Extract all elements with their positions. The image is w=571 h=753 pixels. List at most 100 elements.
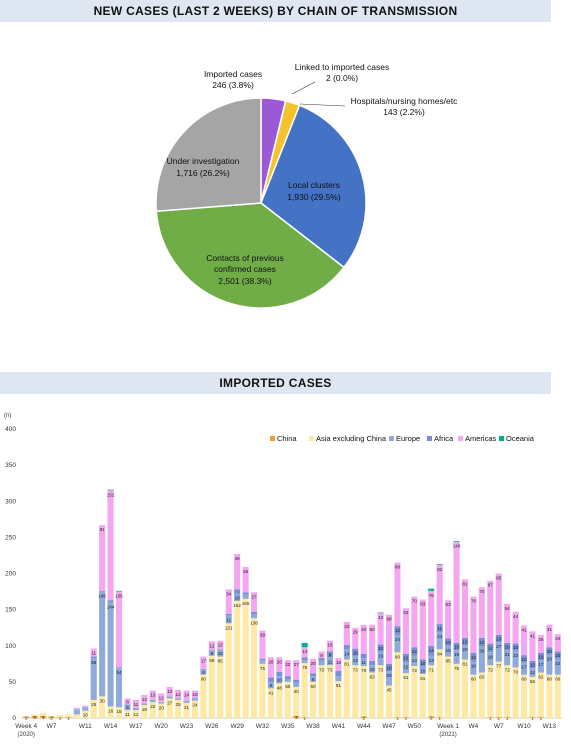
- bar-segment: [217, 640, 224, 650]
- bar-value-label: 53: [446, 602, 452, 607]
- bar-value-label: 13: [167, 689, 173, 694]
- bar-value-label: 51: [336, 683, 342, 688]
- bar-segment: [504, 717, 511, 718]
- bar-value-label: 10: [454, 644, 460, 649]
- bar-segment: [428, 590, 435, 646]
- pie-label-name: Local clusters: [288, 180, 340, 190]
- bar-value-label: 8: [126, 705, 129, 710]
- bar-segment: [402, 608, 409, 654]
- bar-segment: [428, 665, 435, 717]
- bar-value-label: 2: [430, 715, 433, 720]
- bar-segment: [56, 715, 64, 718]
- bar-value-label: 11: [134, 702, 139, 707]
- bar-segment: [90, 658, 97, 700]
- bar-segment: [132, 699, 139, 708]
- bar-segment: [369, 665, 376, 673]
- bar-segment: [225, 615, 232, 624]
- bar-segment: [419, 599, 426, 660]
- bar-value-label: 63: [403, 610, 409, 615]
- bar-segment: [352, 627, 359, 649]
- legend-swatch: [499, 436, 504, 441]
- bar-value-label: 75: [302, 665, 308, 670]
- bar-value-label: 1: [303, 716, 306, 721]
- bar-segment: [242, 566, 249, 593]
- x-tick-label: W20: [155, 723, 169, 730]
- bar-segment: [99, 591, 106, 697]
- bar-value-label: 10: [378, 646, 384, 651]
- bar-segment: [259, 660, 266, 664]
- bar-value-label: 40: [294, 689, 300, 694]
- y-tick-label: 50: [9, 679, 17, 686]
- bar-segment: [377, 612, 384, 614]
- y-tick-label: 350: [5, 462, 16, 469]
- bar-segment: [250, 611, 258, 615]
- bar-value-label: 85: [446, 659, 452, 664]
- bar-segment: [65, 717, 72, 718]
- bar-value-label: 72: [505, 667, 511, 672]
- bar-value-label: 11: [134, 712, 139, 717]
- bar-segment: [234, 600, 241, 718]
- bar-segment: [445, 638, 452, 646]
- bar-value-label: 11: [91, 651, 96, 656]
- bar-value-label: 81: [344, 661, 350, 666]
- bar-segment: [284, 681, 291, 718]
- bar-segment: [520, 662, 528, 675]
- bar-segment: [394, 717, 401, 718]
- bar-value-label: 39: [260, 633, 266, 638]
- bar-value-label: 144: [107, 604, 115, 609]
- bar-value-label: 1: [497, 716, 500, 721]
- y-tick-label: 0: [12, 715, 16, 722]
- bar-segment: [411, 665, 418, 718]
- bar-segment: [65, 714, 72, 718]
- bar-segment: [537, 652, 544, 661]
- bar-segment: [242, 594, 249, 599]
- bar-value-label: 12: [488, 646, 494, 651]
- bar-segment: [529, 660, 536, 669]
- bar-value-label: 9: [270, 683, 273, 688]
- bar-segment: [259, 630, 266, 659]
- bar-segment: [276, 676, 283, 684]
- bar-segment: [234, 593, 241, 601]
- bar-segment: [301, 717, 308, 718]
- bar-segment: [436, 624, 443, 633]
- bar-value-label: 32: [344, 624, 350, 629]
- bar-value-label: 10: [192, 692, 198, 697]
- legend-swatch: [389, 436, 394, 441]
- bar-value-label: 10: [420, 668, 426, 673]
- x-tick-label: W13: [543, 723, 557, 730]
- bar-value-label: 152: [107, 492, 115, 497]
- bar-segment: [411, 596, 418, 648]
- bar-segment: [352, 665, 359, 718]
- bar-value-label: 13: [353, 658, 359, 663]
- pie-label-name: Under investigation: [167, 156, 240, 166]
- bar-segment: [402, 653, 409, 663]
- pie-label-value: 1,716 (26.2%): [176, 168, 230, 178]
- bar-value-label: 70: [361, 668, 367, 673]
- bar-value-label: 78: [471, 599, 477, 604]
- bar-segment: [445, 656, 452, 718]
- bar-segment: [504, 642, 511, 651]
- bar-value-label: 60: [555, 677, 561, 682]
- bar-segment: [470, 596, 477, 653]
- bar-segment: [537, 660, 544, 673]
- bar-value-label: 62: [538, 674, 544, 679]
- bar-segment: [82, 710, 89, 718]
- bar-value-label: 72: [412, 668, 418, 673]
- bar-value-label: 11: [226, 617, 231, 622]
- bar-value-label: 1: [540, 716, 543, 721]
- bar-segment: [546, 674, 553, 718]
- bar-value-label: 20: [462, 647, 468, 652]
- pie-slice: [155, 202, 346, 309]
- bar-value-label: 60: [201, 677, 207, 682]
- x-tick-label: W47: [382, 723, 396, 730]
- bar-segment: [301, 660, 308, 664]
- bar-segment: [293, 686, 300, 716]
- bar-value-label: 10: [538, 655, 544, 660]
- bar-segment: [318, 665, 325, 718]
- bar-segment: [512, 611, 519, 644]
- bar-segment: [149, 690, 156, 700]
- bar-segment: [158, 693, 165, 703]
- bar-value-label: 25: [538, 637, 544, 642]
- bar-segment: [259, 658, 266, 661]
